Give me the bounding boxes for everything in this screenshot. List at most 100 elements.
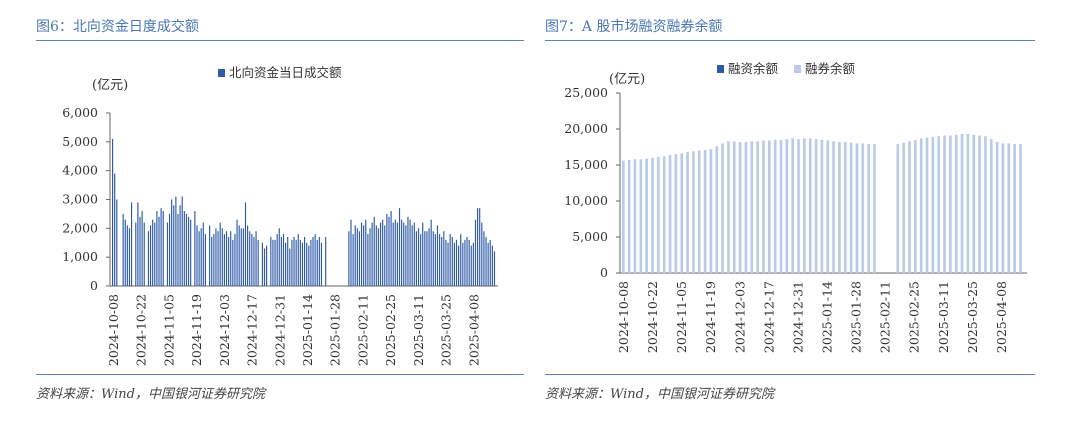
bar	[633, 159, 637, 273]
bar	[481, 222, 483, 286]
bar	[908, 141, 911, 273]
bar	[139, 216, 141, 286]
y-tick-label: 25,000	[564, 85, 608, 100]
x-tick-label: 2024-11-05	[674, 281, 689, 353]
bar	[832, 141, 835, 273]
y-tick-label: 3,000	[62, 192, 98, 207]
bar	[392, 222, 394, 286]
bar	[244, 202, 247, 286]
x-tick-label: 2024-10-22	[134, 294, 149, 366]
bar	[187, 216, 190, 286]
bar	[428, 228, 430, 286]
bar	[966, 134, 970, 273]
bar	[112, 138, 114, 286]
bar	[318, 236, 320, 286]
bar	[280, 236, 282, 286]
bar	[135, 222, 137, 286]
bar	[316, 239, 318, 286]
x-tick-label: 2024-12-03	[732, 281, 747, 353]
source-note: 资料来源：Wind，中国银河证券研究院	[36, 387, 265, 402]
bar	[304, 236, 306, 286]
bar	[240, 228, 242, 286]
title-rule	[545, 40, 1035, 41]
bar	[401, 219, 403, 286]
y-axis-label: (亿元)	[609, 72, 645, 87]
bar	[432, 231, 434, 286]
x-tick-label: 2024-12-31	[272, 294, 287, 366]
bar	[183, 211, 185, 286]
bar	[989, 139, 993, 273]
bar	[209, 225, 211, 286]
bar	[651, 157, 654, 273]
chart-svg: (亿元) 0 5,000 10,000 15,000 20,000 25,000 融资余额 融券…	[564, 61, 1027, 353]
bar	[308, 245, 310, 286]
bar	[149, 225, 152, 286]
bar	[255, 231, 257, 286]
bar	[379, 222, 382, 286]
x-tick-label: 2024-12-31	[790, 281, 805, 353]
bar	[931, 136, 935, 273]
bar	[130, 202, 133, 286]
bar	[449, 234, 451, 286]
x-tick-label: 2025-01-14	[300, 294, 315, 366]
bar	[1013, 144, 1016, 273]
bar	[293, 236, 295, 286]
bar	[394, 219, 396, 286]
y-tick-label: 20,000	[564, 121, 608, 136]
bar	[147, 231, 150, 286]
bar	[171, 199, 173, 286]
bar	[128, 228, 131, 286]
bar	[285, 242, 287, 286]
figure-title: 图6：北向资金日度成交额	[36, 19, 199, 35]
bar	[489, 239, 491, 286]
bar	[124, 219, 126, 286]
bar	[371, 222, 373, 286]
bar	[453, 242, 455, 286]
y-tick-label: 15,000	[564, 157, 608, 172]
bar	[639, 159, 643, 273]
bar	[261, 242, 263, 286]
x-tick-label: 2025-02-11	[355, 294, 370, 366]
bar	[398, 208, 401, 286]
bar	[367, 234, 369, 286]
bar	[411, 225, 413, 286]
bar	[289, 248, 291, 286]
bar	[443, 231, 445, 286]
bar	[215, 228, 217, 286]
bar	[491, 245, 493, 286]
bar	[843, 141, 847, 273]
bar	[221, 228, 223, 286]
x-tick-label: 2025-04-08	[466, 294, 481, 366]
bar	[867, 144, 870, 273]
bar	[470, 245, 472, 286]
bar	[686, 152, 689, 273]
bar	[314, 234, 316, 286]
x-tick-label: 2025-04-08	[994, 281, 1009, 353]
bar	[413, 222, 415, 286]
bar	[365, 219, 367, 286]
bar	[466, 236, 468, 286]
x-tick-label: 2025-03-25	[965, 281, 980, 353]
bar	[978, 135, 981, 273]
bar	[493, 251, 496, 286]
legend-swatch	[794, 65, 801, 73]
bar	[175, 196, 177, 286]
bar	[441, 236, 443, 286]
title-rule	[36, 40, 524, 41]
bar	[445, 239, 447, 286]
bar	[762, 140, 765, 273]
bar	[223, 234, 225, 286]
bar	[479, 208, 481, 286]
bar	[185, 213, 188, 286]
bar	[217, 231, 219, 286]
bar	[715, 146, 719, 273]
bar	[472, 242, 474, 286]
bar	[198, 231, 200, 286]
bar	[803, 138, 806, 273]
bar	[249, 231, 251, 286]
bar	[462, 242, 464, 286]
bar	[430, 219, 432, 286]
bar	[485, 236, 487, 286]
x-tick-label: 2024-11-19	[189, 294, 204, 366]
bar	[181, 196, 183, 286]
